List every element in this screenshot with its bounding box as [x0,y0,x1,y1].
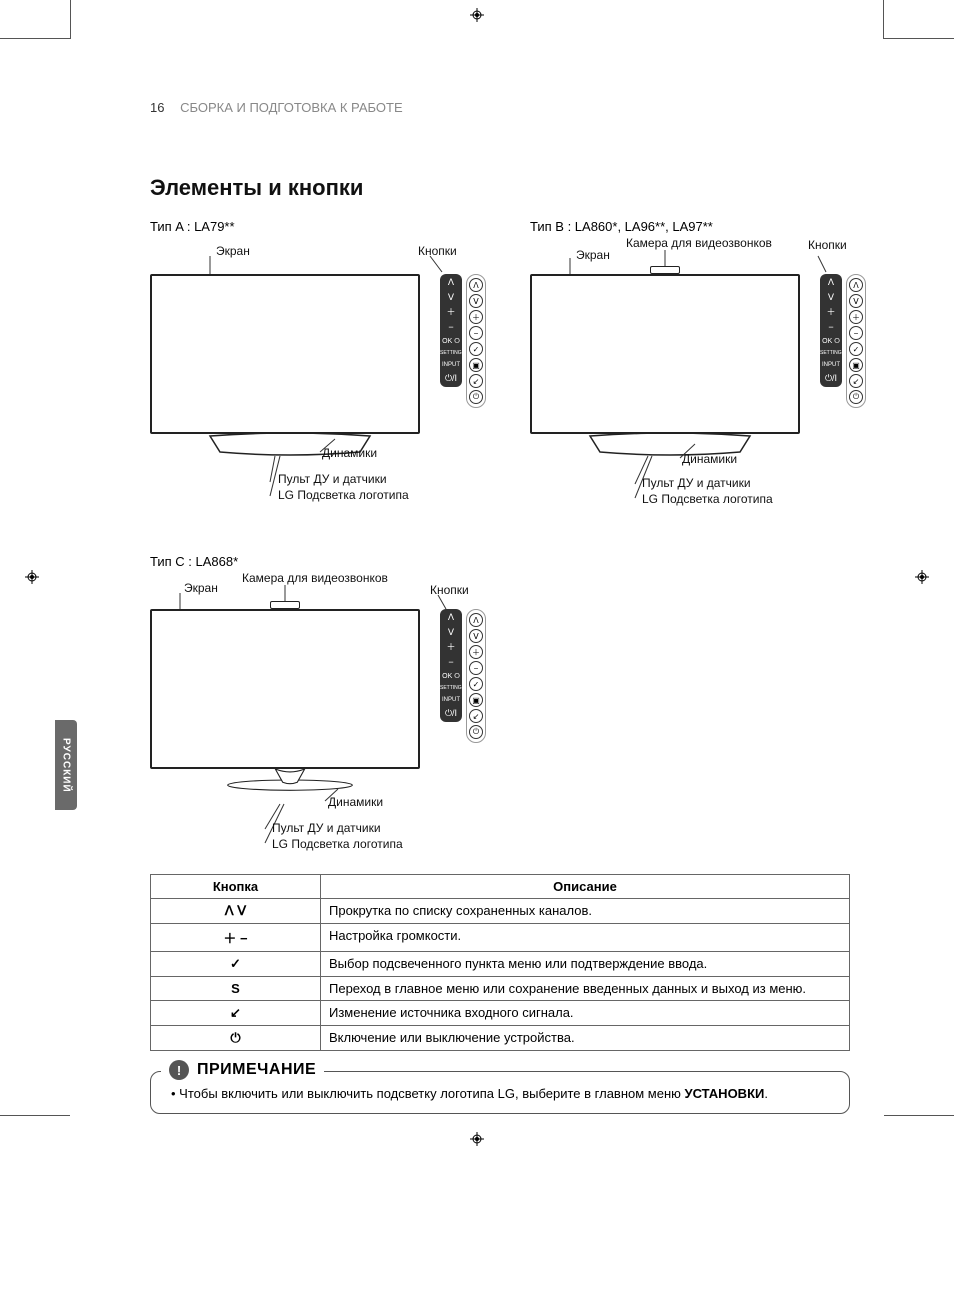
table-row: ⏻Включение или выключение устройства. [151,1026,850,1051]
note-text-suffix: . [764,1086,768,1101]
table-row: ＋ −Настройка громкости. [151,924,850,952]
button-description-table: Кнопка Описание ᐱ ᐯПрокрутка по списку с… [150,874,850,1051]
crop-mark-icon [0,38,70,39]
note-text-bold: УСТАНОВКИ [685,1086,765,1101]
table-cell-button: ✓ [151,952,321,977]
callout-screen: Экран [216,244,250,258]
registration-mark-icon [470,8,484,22]
table-row: ᐱ ᐯПрокрутка по списку сохраненных канал… [151,899,850,924]
note-text-prefix: Чтобы включить или выключить подсветку л… [179,1086,684,1101]
table-cell-button: ⏻ [151,1026,321,1051]
note-title: ПРИМЕЧАНИЕ [197,1061,316,1079]
callout-speakers: Динамики [328,795,383,809]
callout-speakers: Динамики [322,446,377,460]
diagram-type-b: Тип B : LA860*, LA96**, LA97** ᐱ ᐯ ＋ − O… [530,219,870,524]
diagram-type-c: Тип C : LA868* ᐱ ᐯ ＋ − OK ⭘ SETTINGS INP… [150,554,490,859]
language-tab: РУССКИЙ [55,720,77,810]
registration-mark-icon [25,570,39,584]
crop-mark-icon [884,38,954,39]
crop-mark-icon [0,1115,70,1116]
table-cell-desc: Включение или выключение устройства. [321,1026,850,1051]
diagrams-grid: Тип A : LA79** ᐱ ᐯ ＋ − OK ⭘ SETTINGS INP… [150,219,884,859]
table-cell-button: S [151,977,321,1001]
callout-buttons: Кнопки [418,244,457,258]
page-number: 16 [150,100,164,115]
callout-buttons: Кнопки [808,238,847,252]
callout-remote: Пульт ДУ и датчики [642,476,751,490]
diagram-label: Тип C : LA868* [150,554,490,569]
callout-logo: LG Подсветка логотипа [272,837,403,851]
note-box: ! ПРИМЕЧАНИЕ Чтобы включить или выключит… [150,1071,850,1114]
table-cell-desc: Изменение источника входного сигнала. [321,1001,850,1026]
table-cell-desc: Переход в главное меню или сохранение вв… [321,977,850,1001]
callout-speakers: Динамики [682,452,737,466]
callout-logo: LG Подсветка логотипа [642,492,773,506]
table-row: SПереход в главное меню или сохранение в… [151,977,850,1001]
callout-remote: Пульт ДУ и датчики [272,821,381,835]
table-cell-button: ᐱ ᐯ [151,899,321,924]
table-cell-button: ＋ − [151,924,321,952]
callout-camera: Камера для видеозвонков [626,236,772,250]
info-icon: ! [169,1060,189,1080]
callout-remote: Пульт ДУ и датчики [278,472,387,486]
breadcrumb: СБОРКА И ПОДГОТОВКА К РАБОТЕ [180,100,403,115]
table-row: ✓Выбор подсвеченного пункта меню или под… [151,952,850,977]
diagram-label: Тип B : LA860*, LA96**, LA97** [530,219,870,234]
table-body: ᐱ ᐯПрокрутка по списку сохраненных канал… [151,899,850,1051]
page: 16 СБОРКА И ПОДГОТОВКА К РАБОТЕ Элементы… [0,0,954,1154]
table-cell-desc: Выбор подсвеченного пункта меню или подт… [321,952,850,977]
callout-screen: Экран [184,581,218,595]
crop-mark-icon [884,1115,954,1116]
table-cell-desc: Настройка громкости. [321,924,850,952]
section-title: Элементы и кнопки [150,175,884,201]
note-item: Чтобы включить или выключить подсветку л… [171,1086,833,1101]
callout-camera: Камера для видеозвонков [242,571,388,585]
table-header-button: Кнопка [151,875,321,899]
table-row: ↙Изменение источника входного сигнала. [151,1001,850,1026]
callout-buttons: Кнопки [430,583,469,597]
callout-logo: LG Подсветка логотипа [278,488,409,502]
diagram-label: Тип A : LA79** [150,219,490,234]
callout-screen: Экран [576,248,610,262]
registration-mark-icon [915,570,929,584]
table-cell-desc: Прокрутка по списку сохраненных каналов. [321,899,850,924]
page-header: 16 СБОРКА И ПОДГОТОВКА К РАБОТЕ [150,100,884,115]
table-cell-button: ↙ [151,1001,321,1026]
table-header-desc: Описание [321,875,850,899]
registration-mark-icon [470,1132,484,1146]
diagram-type-a: Тип A : LA79** ᐱ ᐯ ＋ − OK ⭘ SETTINGS INP… [150,219,490,524]
